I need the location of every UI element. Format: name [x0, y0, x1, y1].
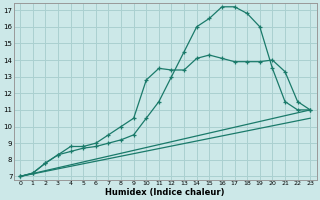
- X-axis label: Humidex (Indice chaleur): Humidex (Indice chaleur): [106, 188, 225, 197]
